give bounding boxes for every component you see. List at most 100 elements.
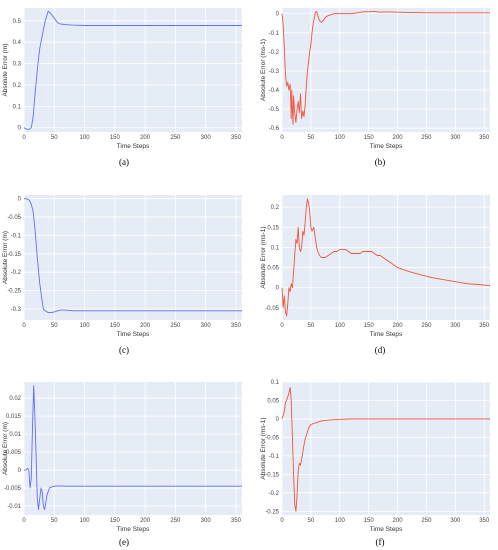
y-tick-label: 0.2 <box>13 83 22 89</box>
y-tick-label: 0.1 <box>271 245 280 251</box>
x-tick-label: 350 <box>231 135 242 141</box>
x-tick-label: 300 <box>201 135 212 141</box>
y-tick-label: 0 <box>276 12 280 18</box>
x-axis-title: Time Steps <box>370 331 403 338</box>
y-tick-label: 0.1 <box>13 104 22 110</box>
y-tick-label: 0.005 <box>6 450 22 456</box>
y-tick-label: -0.2 <box>269 50 280 56</box>
y-tick-label: 0 <box>18 468 22 474</box>
y-tick-label: -0.1 <box>269 31 280 37</box>
y-tick-label: 0 <box>276 417 280 423</box>
x-axis-title: Time Steps <box>117 526 150 533</box>
plot-area <box>24 382 242 515</box>
x-tick-label: 50 <box>51 518 58 524</box>
y-axis-title: Absolute Error (ms-1) <box>260 417 267 479</box>
x-tick-label: 200 <box>393 518 404 524</box>
x-tick-label: 250 <box>170 323 181 329</box>
x-axis-title: Time Steps <box>370 526 403 533</box>
chart-panel-4: 0 50 100 150 200 250 300 350 0.2 0.15 0.1 0.05 0 -0.0… <box>260 195 491 355</box>
plot-area <box>282 195 490 320</box>
y-tick-label: 0.3 <box>13 62 22 68</box>
series-line <box>24 198 242 314</box>
panel-label: (b) <box>375 157 386 167</box>
x-tick-label: 300 <box>450 135 461 141</box>
x-tick-label: 0 <box>22 323 26 329</box>
chart-panel-1: 0 50 100 150 200 250 300 350 0 0.1 0.2 0.3 0.4 0.5 Tim… <box>2 8 242 167</box>
y-tick-label: 0 <box>276 286 280 292</box>
series-line <box>281 10 490 125</box>
y-tick-label: 0.01 <box>9 432 21 438</box>
chart-panel-3: 0 50 100 150 200 250 300 350 0 -0.05 -0.1 -0.15 -0.2… <box>2 195 242 355</box>
x-tick-label: 300 <box>201 323 212 329</box>
y-tick-label: -0.5 <box>269 107 280 113</box>
x-tick-label: 0 <box>22 518 26 524</box>
y-axis-title: Absolute Error (m) <box>2 422 9 475</box>
x-tick-label: 150 <box>364 518 375 524</box>
y-tick-label: -0.3 <box>11 307 22 313</box>
x-tick-label: 150 <box>110 518 121 524</box>
x-tick-label: 0 <box>280 135 284 141</box>
y-tick-label: -0.3 <box>269 69 280 75</box>
y-tick-label: -0.1 <box>269 454 280 460</box>
y-axis-title: Absolute Error (ms-1) <box>260 39 267 101</box>
panel-label: (e) <box>119 537 129 547</box>
x-tick-label: 350 <box>231 323 242 329</box>
plot-area <box>282 382 490 515</box>
y-tick-label: -0.1 <box>11 233 22 239</box>
x-tick-label: 100 <box>80 518 91 524</box>
series-line <box>281 198 491 317</box>
y-tick-label: -0.25 <box>265 509 279 515</box>
x-tick-label: 150 <box>110 323 121 329</box>
chart-panel-5: 0 50 100 150 200 250 300 350 0.02 0.015 0.01 0.005 0… <box>2 382 242 547</box>
y-tick-label: -0.01 <box>7 504 21 510</box>
x-tick-label: 50 <box>51 135 58 141</box>
x-tick-label: 250 <box>170 135 181 141</box>
y-tick-label: 0 <box>18 126 22 132</box>
y-tick-label: -0.25 <box>7 289 21 295</box>
x-tick-label: 200 <box>393 135 404 141</box>
y-tick-label: -0.05 <box>7 215 21 221</box>
chart-panel-2: 0 50 100 150 200 250 300 350 0 -0.1 -0.2 -0.3 -0.4 -0… <box>260 8 490 167</box>
x-tick-label: 300 <box>450 323 461 329</box>
x-axis-title: Time Steps <box>117 143 150 150</box>
panel-label: (d) <box>375 345 386 355</box>
x-tick-label: 100 <box>335 135 346 141</box>
y-tick-label: 0.015 <box>6 414 22 420</box>
x-tick-label: 100 <box>335 323 346 329</box>
x-tick-label: 350 <box>479 323 490 329</box>
y-tick-label: -0.4 <box>269 88 280 94</box>
x-tick-label: 200 <box>140 518 151 524</box>
x-tick-label: 250 <box>421 518 432 524</box>
x-tick-label: 200 <box>393 323 404 329</box>
y-tick-label: 0.4 <box>13 40 22 46</box>
x-tick-label: 0 <box>280 518 284 524</box>
x-axis-title: Time Steps <box>370 143 403 150</box>
plot-area <box>24 8 242 132</box>
y-tick-label: -0.05 <box>265 435 279 441</box>
y-tick-label: 0.2 <box>271 205 280 211</box>
x-tick-label: 350 <box>231 518 242 524</box>
x-tick-label: 100 <box>80 323 91 329</box>
series-line <box>281 387 490 512</box>
x-tick-label: 250 <box>421 323 432 329</box>
x-tick-label: 350 <box>479 135 490 141</box>
x-tick-label: 250 <box>170 518 181 524</box>
panel-label: (c) <box>119 345 129 355</box>
x-tick-label: 350 <box>479 518 490 524</box>
x-tick-label: 100 <box>335 518 346 524</box>
y-tick-label: 0.05 <box>267 398 279 404</box>
x-tick-label: 200 <box>140 135 151 141</box>
y-tick-label: 0.15 <box>267 225 279 231</box>
x-tick-label: 50 <box>51 323 58 329</box>
y-tick-label: 0.5 <box>13 19 22 25</box>
x-tick-label: 150 <box>364 135 375 141</box>
y-tick-label: -0.2 <box>11 270 22 276</box>
x-tick-label: 50 <box>308 135 315 141</box>
y-tick-label: -0.2 <box>269 491 280 497</box>
x-axis-title: Time Steps <box>117 331 150 338</box>
plot-area <box>24 195 242 320</box>
x-tick-label: 50 <box>308 323 315 329</box>
y-tick-label: 0.05 <box>267 266 279 272</box>
y-axis-title: Absolute Error (ms-1) <box>260 226 267 288</box>
y-tick-label: -0.05 <box>265 306 279 312</box>
